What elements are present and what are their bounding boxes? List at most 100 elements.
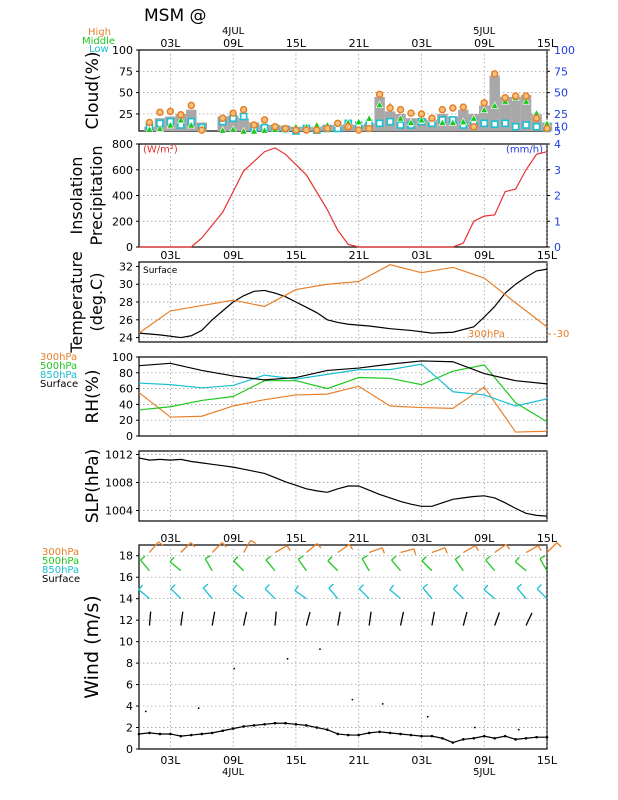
wind-surface-speed-point bbox=[409, 733, 413, 737]
wind-barb-flag-500hpa bbox=[327, 556, 333, 562]
slp-ylabel: SLP(hPa) bbox=[83, 449, 103, 523]
wind-legend-850hpa: 850hPa bbox=[42, 565, 79, 576]
cloud-tick-label: 100 bbox=[554, 44, 575, 57]
cloud-middle-marker bbox=[145, 125, 154, 133]
wind-barb-500hpa bbox=[361, 558, 370, 572]
wind-barb-850hpa bbox=[232, 589, 245, 600]
cloud-legend: High Middle Low bbox=[82, 27, 115, 55]
cloud-high-marker bbox=[396, 105, 405, 114]
wind-surface-speed-point bbox=[472, 736, 476, 740]
rh-line-surface bbox=[138, 360, 548, 385]
wind-barb-flag-850hpa bbox=[389, 584, 395, 591]
wind-barb-flag-300hpa bbox=[221, 542, 227, 548]
wind-barb-flag-500hpa bbox=[514, 556, 520, 563]
rh-tick-label: 80 bbox=[119, 367, 133, 380]
wind-barb-flag-300hpa bbox=[413, 548, 417, 555]
wind-barb-500hpa bbox=[297, 558, 307, 572]
mid-hour-label: 15L bbox=[286, 249, 307, 262]
mid-hour-label: 21L bbox=[349, 249, 370, 262]
cloud-high-marker bbox=[260, 116, 269, 124]
rh-line-850hpa bbox=[138, 363, 548, 407]
cloud-tick-label: 100 bbox=[112, 44, 133, 57]
wind-surface-speed-point bbox=[179, 734, 183, 738]
wind-barb-flag-300hpa bbox=[381, 547, 385, 554]
chart-title: MSM @ bbox=[144, 6, 207, 26]
mid-hour-label: 15L bbox=[537, 249, 558, 262]
wind-surface-speed-point bbox=[545, 735, 549, 739]
wind-barb-flag-500hpa bbox=[391, 555, 397, 561]
cloud-high-marker bbox=[365, 124, 373, 133]
wind-barb-300hpa bbox=[431, 547, 446, 554]
wind-surface-speed-point bbox=[221, 729, 224, 733]
cloud-high-marker bbox=[323, 124, 332, 133]
wind-barb-flag-500hpa bbox=[454, 555, 461, 560]
wind-barb-300hpa bbox=[494, 543, 507, 554]
wind-barb-flag-300hpa bbox=[505, 544, 511, 550]
wind-scatter-dot bbox=[144, 710, 147, 713]
wind-barb-500hpa bbox=[421, 560, 433, 572]
wind-barb-flag-850hpa bbox=[452, 584, 459, 590]
wind-barb-flag-300hpa bbox=[190, 542, 196, 548]
wind-scatter-dot bbox=[426, 715, 429, 718]
wind-barb-300hpa bbox=[211, 542, 223, 553]
cloud-high-marker bbox=[459, 103, 468, 111]
wind-barb-300hpa bbox=[243, 540, 252, 553]
legend-high: High bbox=[88, 27, 111, 38]
mid-hour-label: 15L bbox=[286, 532, 307, 545]
wind-barb-500hpa bbox=[485, 559, 496, 572]
slp-line bbox=[138, 457, 548, 517]
wind-barb-500hpa bbox=[233, 560, 245, 572]
cloud-high-marker bbox=[344, 122, 352, 131]
insolation-line bbox=[139, 147, 548, 248]
mid-hour-label: 09L bbox=[474, 532, 495, 545]
rh-line-500hpa bbox=[138, 364, 548, 423]
wind-barb-flag-300hpa bbox=[444, 547, 448, 554]
cloud-low-marker bbox=[532, 122, 541, 131]
insolation-tick-label: 800 bbox=[112, 138, 133, 151]
cloud-high-marker bbox=[250, 121, 258, 129]
cloud-total-bar bbox=[479, 105, 490, 131]
cloud-middle-marker bbox=[166, 120, 175, 129]
cloud-low-marker bbox=[375, 119, 384, 128]
bottom-hour-label: 15L bbox=[537, 754, 558, 767]
cloud-total-bar bbox=[520, 95, 532, 131]
rh-line-300hpa bbox=[138, 385, 548, 433]
temperature-tick-label: 32 bbox=[119, 260, 133, 273]
wind-barb-flag-850hpa bbox=[232, 584, 238, 591]
wind-barb-surface bbox=[305, 611, 311, 626]
wind-barb-850hpa bbox=[536, 588, 548, 600]
wind-barb-flag-850hpa bbox=[264, 584, 270, 590]
wind-legend-500hpa: 500hPa bbox=[42, 556, 79, 567]
wind-barb-flag-500hpa bbox=[539, 555, 546, 560]
wind-tick-label: 16 bbox=[119, 571, 133, 584]
wind-barb-300hpa bbox=[525, 544, 539, 554]
wind-barb-surface bbox=[242, 611, 248, 626]
wind-surface-speed-point bbox=[441, 736, 444, 740]
wind-barb-flag-850hpa bbox=[516, 583, 523, 589]
wind-barb-300hpa bbox=[368, 547, 383, 554]
wind-surface-speed-point bbox=[399, 732, 402, 736]
cloud-middle-marker bbox=[218, 126, 227, 134]
wind-barb-flag-500hpa bbox=[485, 555, 491, 561]
cloud-low-marker bbox=[480, 119, 489, 128]
wind-surface-speed-point bbox=[336, 732, 340, 736]
cloud-middle-marker bbox=[365, 114, 374, 122]
cloud-high-marker bbox=[386, 104, 394, 112]
cloud-tick-label: 75 bbox=[119, 65, 133, 78]
wind-scatter-dot bbox=[319, 648, 321, 651]
rh-frame bbox=[138, 356, 548, 437]
temperature-tick-label: 26 bbox=[119, 314, 133, 327]
cloud-low-marker bbox=[396, 121, 405, 129]
wind-surface-speed-point bbox=[420, 734, 423, 738]
cloud-high-marker bbox=[229, 109, 237, 117]
date-label-bottom: 4JUL bbox=[222, 767, 245, 778]
temperature-ylabel: (deg.C) bbox=[87, 273, 106, 332]
wind-surface-speed-point bbox=[273, 721, 277, 725]
wind-surface-speed-point bbox=[326, 728, 329, 731]
cloud-middle-marker bbox=[522, 97, 531, 105]
cloud-middle-marker bbox=[250, 126, 259, 135]
cloud-high-marker bbox=[354, 126, 363, 134]
mid-hour-label: 03L bbox=[160, 249, 181, 262]
cloud-middle-marker bbox=[239, 126, 248, 135]
rh-tick-label: 0 bbox=[126, 430, 133, 443]
